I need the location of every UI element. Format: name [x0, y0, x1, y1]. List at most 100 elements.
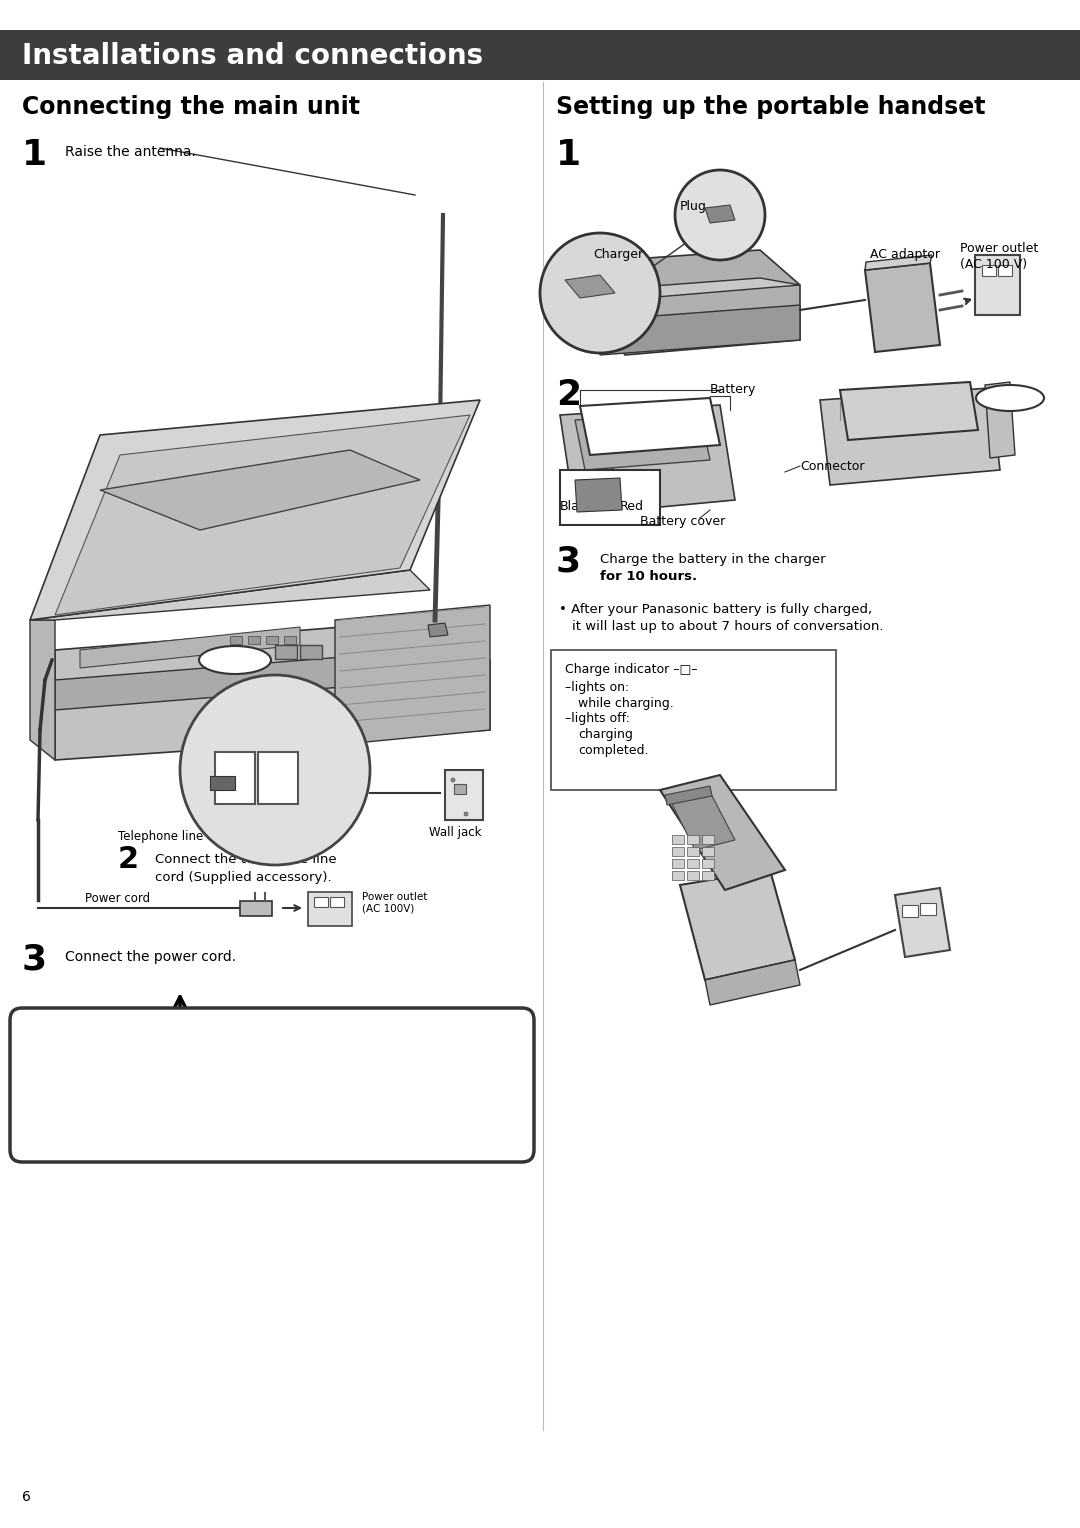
Circle shape — [675, 170, 765, 260]
Polygon shape — [30, 570, 430, 620]
Text: 6: 6 — [22, 1490, 31, 1504]
Circle shape — [464, 811, 468, 816]
Text: –lights off:: –lights off: — [565, 712, 630, 724]
Polygon shape — [210, 776, 235, 790]
Bar — [300, 645, 322, 659]
Text: Connect the power cord.: Connect the power cord. — [65, 950, 237, 964]
Bar — [454, 784, 465, 795]
Text: Power outlet
(AC 100V): Power outlet (AC 100V) — [362, 892, 428, 914]
Text: Battery cover: Battery cover — [640, 515, 726, 529]
Ellipse shape — [976, 385, 1044, 411]
Bar — [248, 636, 260, 643]
Text: 1: 1 — [556, 138, 581, 173]
Text: Connector: Connector — [800, 460, 864, 474]
Bar — [920, 903, 936, 915]
Text: Plug: Plug — [680, 200, 707, 212]
Bar — [284, 636, 296, 643]
Polygon shape — [428, 623, 448, 637]
Bar — [230, 636, 242, 643]
Polygon shape — [600, 278, 800, 299]
Polygon shape — [600, 251, 800, 354]
Bar — [672, 847, 684, 856]
FancyBboxPatch shape — [10, 1008, 534, 1161]
Text: Power cord: Power cord — [85, 892, 150, 905]
Text: charging: charging — [578, 727, 633, 741]
Polygon shape — [865, 263, 940, 351]
Text: 回線  停電用: 回線 停電用 — [244, 726, 276, 735]
Text: for 10 hours.: for 10 hours. — [600, 570, 697, 584]
Polygon shape — [660, 775, 785, 889]
Text: Connect the telephone line
cord (Supplied accessory).: Connect the telephone line cord (Supplie… — [156, 853, 337, 885]
Bar — [314, 897, 328, 908]
Polygon shape — [705, 960, 800, 1005]
Polygon shape — [80, 626, 300, 668]
Text: Charge the battery in the charger: Charge the battery in the charger — [600, 553, 829, 565]
Polygon shape — [575, 478, 622, 512]
Text: while charging.: while charging. — [578, 697, 674, 711]
Polygon shape — [665, 785, 712, 805]
Polygon shape — [580, 397, 720, 455]
Text: completed.: completed. — [578, 744, 648, 756]
Bar — [672, 834, 684, 843]
Text: Raise the antenna.: Raise the antenna. — [65, 145, 195, 159]
Bar — [308, 892, 352, 926]
Bar — [687, 847, 699, 856]
Bar — [672, 871, 684, 880]
Polygon shape — [820, 388, 1000, 484]
Circle shape — [180, 675, 370, 865]
Bar — [902, 905, 918, 917]
Text: After the Power On...: After the Power On... — [48, 1041, 298, 1060]
Text: This unit will automatically select the dialing
mode (Tone/Pulse).: This unit will automatically select the … — [48, 1076, 359, 1108]
Polygon shape — [600, 306, 800, 354]
Polygon shape — [55, 649, 430, 711]
Bar — [702, 871, 714, 880]
Bar — [702, 834, 714, 843]
Polygon shape — [55, 620, 490, 759]
Polygon shape — [561, 405, 735, 515]
Text: Black: Black — [561, 500, 594, 513]
Polygon shape — [335, 605, 490, 746]
Bar — [266, 636, 278, 643]
Circle shape — [451, 778, 455, 782]
Text: Charger: Charger — [593, 248, 643, 261]
Circle shape — [540, 232, 660, 353]
Text: Setting up the portable handset: Setting up the portable handset — [556, 95, 986, 119]
Polygon shape — [865, 255, 932, 270]
Text: • After your Panasonic battery is fully charged,: • After your Panasonic battery is fully … — [559, 604, 873, 616]
Text: Telephone line cord: Telephone line cord — [118, 830, 232, 843]
Bar — [561, 471, 660, 526]
Text: Click: Click — [221, 654, 249, 666]
Text: Connecting the main unit: Connecting the main unit — [22, 95, 360, 119]
Polygon shape — [705, 205, 735, 223]
Bar — [702, 859, 714, 868]
Bar — [275, 645, 297, 659]
Bar — [687, 871, 699, 880]
Bar — [687, 859, 699, 868]
Bar — [687, 834, 699, 843]
Text: AC adaptor: AC adaptor — [870, 248, 940, 261]
Text: Power outlet
(AC 100 V): Power outlet (AC 100 V) — [960, 241, 1038, 270]
FancyBboxPatch shape — [551, 649, 836, 790]
Text: Wall jack: Wall jack — [429, 827, 482, 839]
Text: 2: 2 — [556, 377, 581, 413]
Bar — [330, 897, 345, 908]
Polygon shape — [840, 382, 978, 440]
Text: (電話回線へ)電話機: (電話回線へ)電話機 — [230, 738, 280, 747]
Text: Charge indicator –□–: Charge indicator –□– — [565, 663, 698, 675]
Text: 3: 3 — [22, 941, 48, 976]
Bar — [982, 264, 996, 277]
Text: 1: 1 — [22, 138, 48, 173]
Polygon shape — [985, 382, 1015, 458]
Polygon shape — [895, 888, 950, 957]
Text: –lights on:: –lights on: — [565, 681, 630, 694]
Text: 2: 2 — [118, 845, 139, 874]
Bar — [445, 770, 483, 821]
Text: Installations and connections: Installations and connections — [22, 41, 483, 70]
Bar — [258, 752, 298, 804]
Polygon shape — [670, 792, 735, 850]
Polygon shape — [100, 451, 420, 530]
Polygon shape — [30, 400, 480, 620]
Ellipse shape — [199, 646, 271, 674]
Text: 3: 3 — [556, 545, 581, 579]
Bar — [0, 31, 1080, 79]
